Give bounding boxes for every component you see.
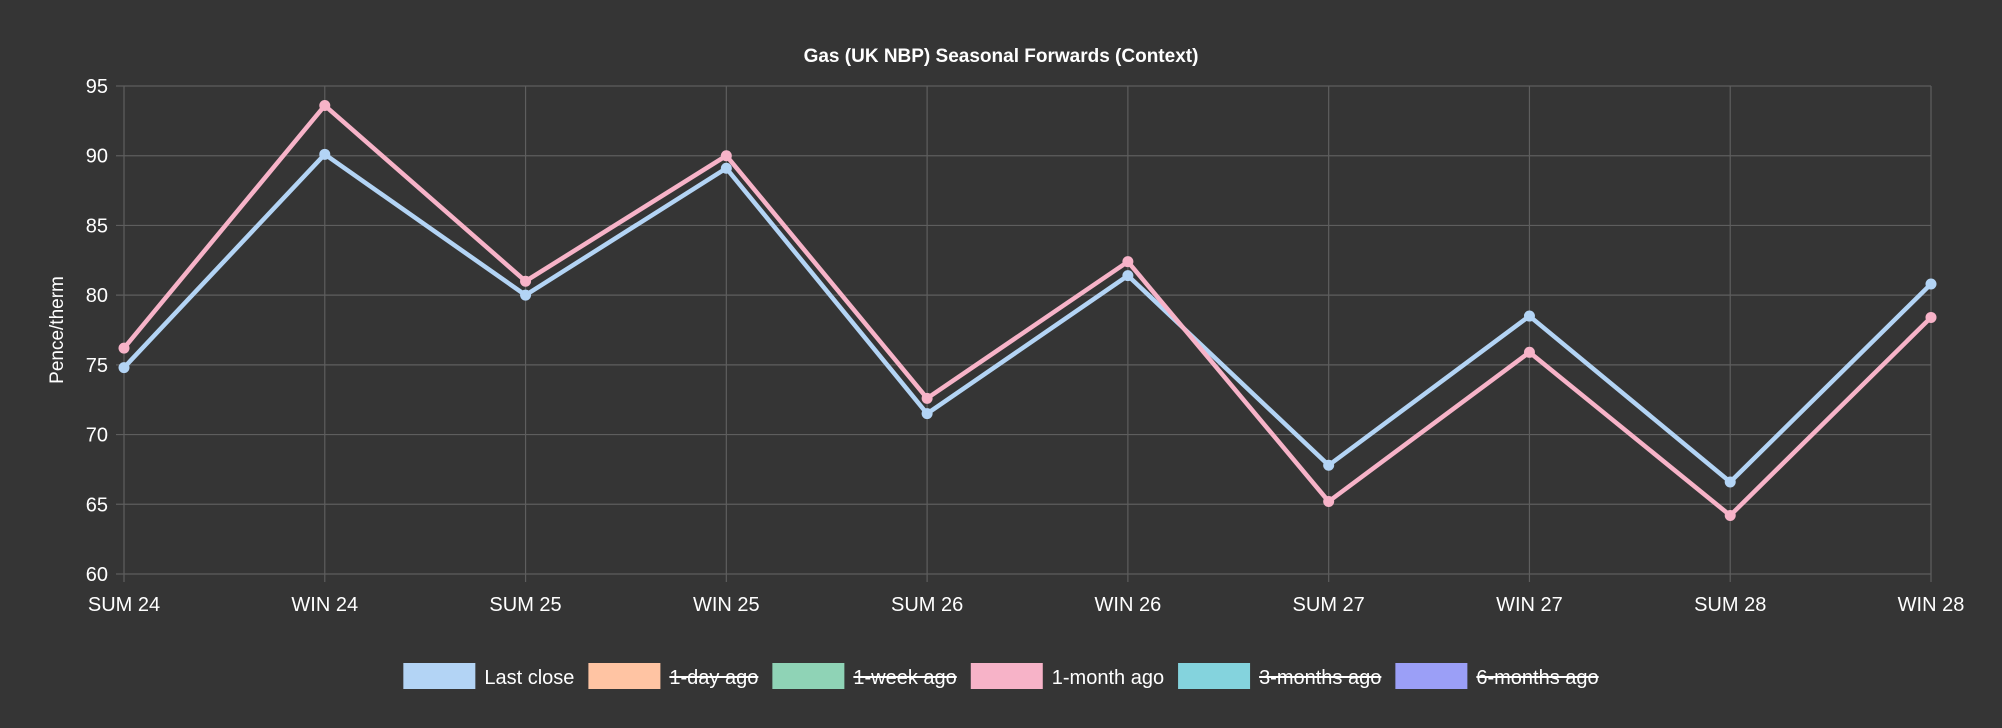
data-point[interactable]: [720, 150, 732, 162]
x-tick-label: SUM 27: [1293, 594, 1365, 616]
legend-label: 1-month ago: [1052, 667, 1164, 689]
x-tick-label: SUM 26: [891, 594, 963, 616]
data-point[interactable]: [1925, 278, 1937, 290]
data-point[interactable]: [1724, 476, 1736, 488]
data-point[interactable]: [1323, 495, 1335, 507]
data-point[interactable]: [921, 408, 933, 420]
y-tick-label: 75: [86, 355, 108, 377]
data-point[interactable]: [1323, 459, 1335, 471]
legend-swatch: [772, 663, 845, 689]
y-axis-title: Pence/therm: [47, 276, 68, 384]
x-tick-label: WIN 25: [693, 594, 760, 616]
legend-item-1-week-ago[interactable]: 1-week ago: [772, 663, 957, 689]
data-point[interactable]: [118, 362, 130, 374]
legend-swatch: [970, 663, 1043, 689]
legend-item-3-months-ago[interactable]: 3-months ago: [1178, 663, 1382, 689]
data-point[interactable]: [118, 342, 130, 354]
legend-item-1-day-ago[interactable]: 1-day ago: [588, 663, 759, 689]
y-tick-label: 90: [86, 146, 108, 168]
y-tick-label: 65: [86, 494, 108, 516]
y-tick-label: 80: [86, 285, 108, 307]
data-point[interactable]: [1122, 256, 1134, 268]
data-point[interactable]: [921, 392, 933, 404]
legend-swatch: [1178, 663, 1251, 689]
data-point[interactable]: [1122, 270, 1134, 282]
data-point[interactable]: [520, 289, 532, 301]
x-axis-ticks: SUM 24 WIN 24 SUM 25 WIN 25 SUM 26 WIN 26 SUM …: [88, 594, 1964, 616]
y-tick-label: 70: [86, 425, 108, 447]
series: [118, 100, 1937, 521]
x-tick-label: WIN 27: [1496, 594, 1563, 616]
legend: Last close 1-day ago 1-week ago 1-month ago…: [403, 663, 1599, 689]
legend-item-6-months-ago[interactable]: 6-months ago: [1395, 663, 1599, 689]
series-last-close: [118, 148, 1937, 488]
legend-item-1-month-ago[interactable]: 1-month ago: [970, 663, 1164, 689]
data-point[interactable]: [1523, 310, 1535, 322]
y-tick-label: 60: [86, 564, 108, 586]
series-line: [122, 152, 1933, 485]
legend-label: Last close: [484, 667, 574, 689]
x-tick-label: SUM 25: [489, 594, 561, 616]
data-point[interactable]: [1724, 509, 1736, 521]
legend-swatch: [588, 663, 661, 689]
x-tick-label: WIN 28: [1898, 594, 1965, 616]
data-point[interactable]: [1925, 311, 1937, 323]
y-tick-label: 85: [86, 215, 108, 237]
data-point[interactable]: [1523, 346, 1535, 358]
data-point[interactable]: [520, 275, 532, 287]
legend-swatch: [1395, 663, 1468, 689]
series-line: [122, 103, 1933, 518]
x-tick-label: SUM 24: [88, 594, 160, 616]
x-tick-label: WIN 24: [291, 594, 358, 616]
y-tick-label: 95: [86, 76, 108, 98]
x-tick-label: SUM 28: [1694, 594, 1766, 616]
data-point[interactable]: [720, 162, 732, 174]
legend-item-last-close[interactable]: Last close: [403, 663, 574, 689]
x-tick-label: WIN 26: [1095, 594, 1162, 616]
legend-swatch: [403, 663, 476, 689]
chart-title: Gas (UK NBP) Seasonal Forwards (Context): [804, 46, 1199, 67]
data-point[interactable]: [319, 148, 331, 160]
series-1-month-ago: [118, 100, 1937, 521]
y-axis-ticks: 60 65 70 75 80 85 90 95: [86, 76, 108, 586]
data-point[interactable]: [319, 100, 331, 112]
